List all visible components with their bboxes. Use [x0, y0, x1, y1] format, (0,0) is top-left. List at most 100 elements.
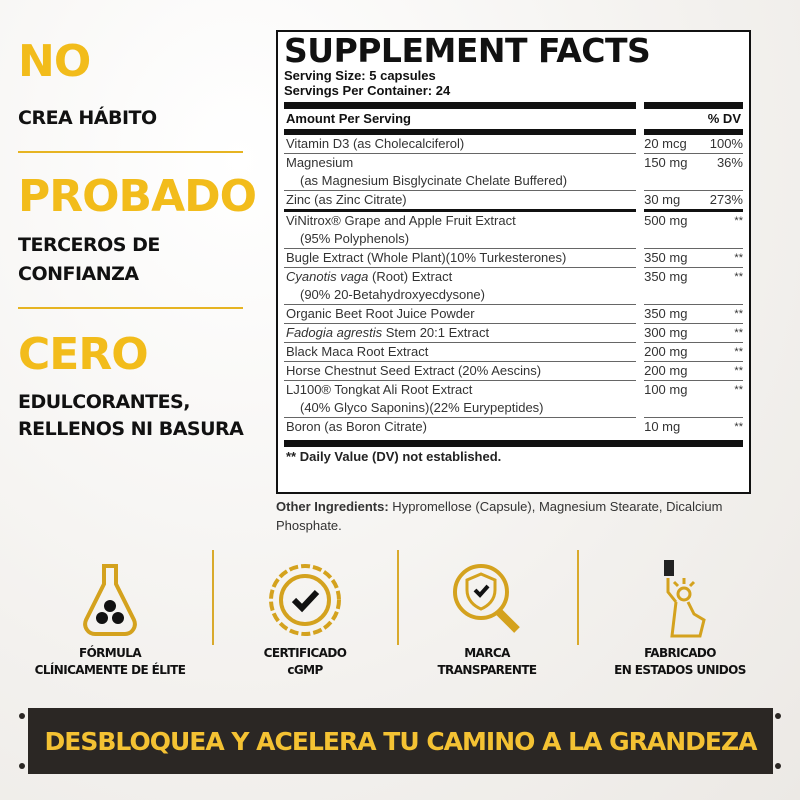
- ingredient-amount: 30 mg: [644, 191, 706, 212]
- badge-label: cGMP: [287, 663, 323, 677]
- divider: [397, 550, 399, 645]
- facts-row: Magnesium (as Magnesium Bisglycinate Chel…: [284, 154, 743, 191]
- claim-text: CONFIANZA: [18, 263, 139, 285]
- ingredient-line: (as Magnesium Bisglycinate Chelate Buffe…: [300, 173, 568, 188]
- ingredient-amount: 20 mcg: [644, 135, 706, 154]
- ingredient-line: Zinc (as Zinc Citrate): [286, 192, 407, 207]
- divider: [18, 151, 243, 153]
- claim-head-no: NO: [18, 36, 91, 87]
- rule: [284, 440, 743, 447]
- supplement-facts-panel: SUPPLEMENT FACTS Serving Size: 5 capsule…: [276, 30, 751, 494]
- ingredient-line: (95% Polyphenols): [300, 231, 410, 246]
- facts-row: Zinc (as Zinc Citrate) 30 mg 273%: [284, 191, 743, 212]
- ingredient-dv: **: [705, 324, 743, 343]
- ingredient-name: Bugle Extract (Whole Plant)(10% Turkeste…: [284, 249, 637, 268]
- badge-usa: FABRICADO EN ESTADOS UNIDOS: [585, 560, 775, 679]
- ingredient-name: LJ100® Tongkat Ali Root Extract (40% Glyc…: [284, 381, 637, 418]
- ingredient-dv: **: [705, 362, 743, 381]
- ingredient-amount: 500 mg: [644, 212, 706, 249]
- ingredient-line: LJ100® Tongkat Ali Root Extract: [286, 382, 473, 397]
- ingredient-amount: 200 mg: [644, 343, 706, 362]
- facts-row: Cyanotis vaga (Root) Extract (90% 20-Beta…: [284, 268, 743, 305]
- claim-text: RELLENOS NI BASURA: [18, 418, 244, 440]
- ingredient-dv: 100%: [705, 135, 743, 154]
- facts-row: ViNitrox® Grape and Apple Fruit Extract (…: [284, 212, 743, 249]
- ingredient-amount: 300 mg: [644, 324, 706, 343]
- slogan-text: DESBLOQUEA Y ACELERA TU CAMINO A LA GRAN…: [44, 726, 758, 756]
- ingredient-line: Magnesium: [286, 155, 354, 170]
- ingredient-dv: 36%: [705, 154, 743, 191]
- facts-row: Boron (as Boron Citrate) 10 mg **: [284, 418, 743, 436]
- rule: [284, 129, 743, 135]
- ingredient-name: ViNitrox® Grape and Apple Fruit Extract (…: [284, 212, 637, 249]
- rule: [284, 102, 743, 109]
- amount-header-row: Amount Per Serving % DV: [284, 109, 743, 129]
- claim-text: CREA HÁBITO: [18, 107, 157, 129]
- servings-per-container: Servings Per Container: 24: [284, 83, 451, 98]
- ingredient-amount: 350 mg: [644, 249, 706, 268]
- ingredient-dv: 273%: [705, 191, 743, 212]
- ingredient-amount: 100 mg: [644, 381, 706, 418]
- ingredient-dv: **: [705, 343, 743, 362]
- ingredient-line: Cyanotis vaga (Root) Extract: [286, 269, 453, 284]
- ingredient-amount: 10 mg: [644, 419, 681, 434]
- ingredient-line: Fadogia agrestis Stem 20:1 Extract: [286, 325, 490, 340]
- slogan-banner: DESBLOQUEA Y ACELERA TU CAMINO A LA GRAN…: [28, 708, 773, 774]
- facts-row: Black Maca Root Extract 200 mg **: [284, 343, 743, 362]
- badge-label: FÓRMULA: [78, 646, 142, 660]
- facts-row: Horse Chestnut Seed Extract (20% Aescins…: [284, 362, 743, 381]
- badge-label: MARCA: [464, 646, 510, 660]
- dv-header: % DV: [707, 111, 741, 126]
- ingredient-name: Cyanotis vaga (Root) Extract (90% 20-Beta…: [284, 268, 637, 305]
- claim-head-probado: PROBADO: [18, 171, 257, 222]
- ingredient-name: Boron (as Boron Citrate): [284, 418, 636, 436]
- ingredient-line: (40% Glyco Saponins)(22% Eurypeptides): [300, 400, 544, 415]
- ingredient-dv: **: [705, 381, 743, 418]
- facts-row: Bugle Extract (Whole Plant)(10% Turkeste…: [284, 249, 743, 268]
- ingredient-amount: 150 mg: [644, 154, 706, 191]
- statue-of-liberty-icon: [664, 560, 706, 638]
- magnifier-shield-icon: [453, 564, 520, 633]
- ingredient-amount: 350 mg: [644, 305, 706, 324]
- facts-row: LJ100® Tongkat Ali Root Extract (40% Glyc…: [284, 381, 743, 418]
- ingredient-name: Zinc (as Zinc Citrate): [284, 191, 637, 212]
- claim-text: TERCEROS DE: [18, 234, 160, 256]
- banner-rivet: [775, 763, 781, 769]
- ingredient-line: Bugle Extract (Whole Plant)(10% Turkeste…: [286, 250, 567, 265]
- badge-label: FABRICADO: [644, 646, 716, 660]
- ingredient-name: Magnesium (as Magnesium Bisglycinate Chel…: [284, 154, 637, 191]
- ingredient-dv: **: [734, 421, 743, 433]
- banner-rivet: [775, 713, 781, 719]
- ingredient-line: Organic Beet Root Juice Powder: [286, 306, 475, 321]
- ingredient-line: Vitamin D3 (as Cholecalciferol): [286, 136, 465, 151]
- ingredient-name: Horse Chestnut Seed Extract (20% Aescins…: [284, 362, 637, 381]
- ingredient-amount: 350 mg: [644, 268, 706, 305]
- ingredient-name: Black Maca Root Extract: [284, 343, 637, 362]
- other-ingredients: Other Ingredients: Hypromellose (Capsule…: [276, 497, 756, 535]
- badge-label: TRANSPARENTE: [437, 663, 537, 677]
- ingredient-line: ViNitrox® Grape and Apple Fruit Extract: [286, 213, 516, 228]
- certified-seal-icon: [269, 564, 341, 636]
- ingredient-line: Boron (as Boron Citrate): [286, 419, 427, 434]
- facts-rows: Vitamin D3 (as Cholecalciferol) 20 mcg 100…: [284, 135, 743, 436]
- claims-column: NO CREA HÁBITO PROBADO TERCEROS DE CONFI…: [18, 36, 257, 443]
- badge-label: EN ESTADOS UNIDOS: [614, 663, 746, 677]
- facts-row: Fadogia agrestis Stem 20:1 Extract 300 mg…: [284, 324, 743, 343]
- ingredient-dv: **: [705, 305, 743, 324]
- ingredient-line: (90% 20-Betahydroxyecdysone): [300, 287, 485, 302]
- divider: [212, 550, 214, 645]
- divider: [577, 550, 579, 645]
- badge-label: CERTIFICADO: [263, 646, 347, 660]
- claim-head-cero: CERO: [18, 329, 149, 380]
- banner-rivet: [19, 713, 25, 719]
- ingredient-line: Horse Chestnut Seed Extract (20% Aescins…: [286, 363, 542, 378]
- ingredient-name: Fadogia agrestis Stem 20:1 Extract: [284, 324, 637, 343]
- claim-text: EDULCORANTES,: [18, 391, 190, 413]
- serving-size: Serving Size: 5 capsules: [284, 68, 436, 83]
- amount-header: Amount Per Serving: [286, 111, 411, 126]
- divider: [18, 307, 243, 309]
- other-label: Other Ingredients:: [276, 499, 389, 514]
- ingredient-amount: 200 mg: [644, 362, 706, 381]
- badge-formula: FÓRMULA CLÍNICAMENTE DE ÉLITE: [15, 560, 205, 679]
- footnote: ** Daily Value (DV) not established.: [286, 449, 502, 464]
